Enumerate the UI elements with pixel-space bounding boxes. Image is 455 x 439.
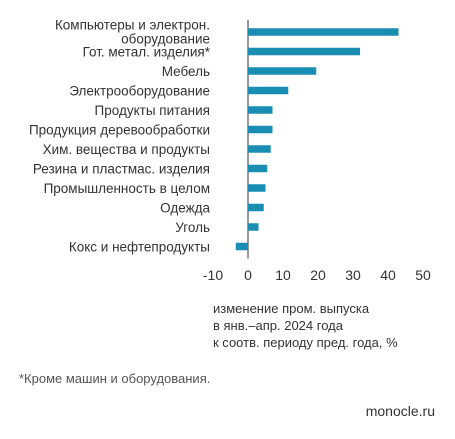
category-label-line: Резина и пластмас. изделия — [33, 162, 210, 177]
category-label-line: Компьютеры и электрон. — [55, 18, 210, 33]
category-label-line: Уголь — [175, 220, 210, 235]
category-label-line: Одежда — [160, 201, 210, 216]
footnote: *Кроме машин и оборудования. — [19, 371, 211, 386]
bar — [248, 28, 399, 36]
bar — [248, 67, 317, 75]
x-tick-label: 0 — [244, 267, 252, 283]
category-label: Промышленность в целом — [44, 181, 210, 196]
bar — [248, 145, 271, 153]
category-label: Компьютеры и электрон. оборудование — [55, 18, 210, 47]
category-label-line: Продукты питания — [95, 103, 210, 118]
category-label-line: Мебель — [162, 64, 210, 79]
bar — [248, 223, 259, 231]
bar — [248, 125, 273, 134]
category-label: Электрооборудование — [69, 84, 210, 99]
category-label: Уголь — [175, 220, 210, 235]
category-label: Гот. метал. изделия* — [83, 45, 211, 60]
category-label-line: оборудование — [121, 32, 210, 47]
x-axis-label: изменение пром. выпуска в янв.–апр. 2024… — [213, 300, 453, 351]
x-axis-label-line: изменение пром. выпуска — [213, 301, 370, 316]
category-label-line: Кокс и нефтепродукты — [69, 240, 210, 255]
x-axis-label-line: к соотв. периоду пред. года, % — [213, 335, 398, 350]
bar — [248, 184, 266, 192]
x-tick-label: -10 — [203, 267, 223, 283]
bar — [248, 106, 273, 114]
category-label-line: Промышленность в целом — [44, 181, 210, 196]
x-tick-label: 10 — [275, 267, 291, 283]
bar — [248, 86, 289, 95]
category-label: Продукты питания — [95, 103, 210, 118]
bar — [235, 242, 248, 251]
x-tick-label: 40 — [380, 267, 396, 283]
category-label-line: Электрооборудование — [69, 84, 210, 99]
bar — [248, 47, 360, 56]
bar — [248, 203, 264, 212]
x-axis-label-line: в янв.–апр. 2024 года — [213, 318, 343, 333]
x-tick-label: 50 — [415, 267, 431, 283]
category-label: Хим. вещества и продукты — [43, 142, 210, 157]
category-label-line: Хим. вещества и продукты — [43, 142, 210, 157]
category-label: Кокс и нефтепродукты — [69, 240, 210, 255]
x-tick-label: 20 — [310, 267, 326, 283]
category-label: Одежда — [160, 201, 210, 216]
category-label: Продукция деревообработки — [29, 123, 210, 138]
category-label-line: Продукция деревообработки — [29, 123, 210, 138]
category-label-line: Гот. метал. изделия* — [83, 45, 211, 60]
source-credit: monocle.ru — [365, 403, 435, 419]
x-tick-label: 30 — [345, 267, 361, 283]
bar — [248, 164, 268, 173]
category-label: Мебель — [162, 64, 210, 79]
category-label: Резина и пластмас. изделия — [33, 162, 210, 177]
